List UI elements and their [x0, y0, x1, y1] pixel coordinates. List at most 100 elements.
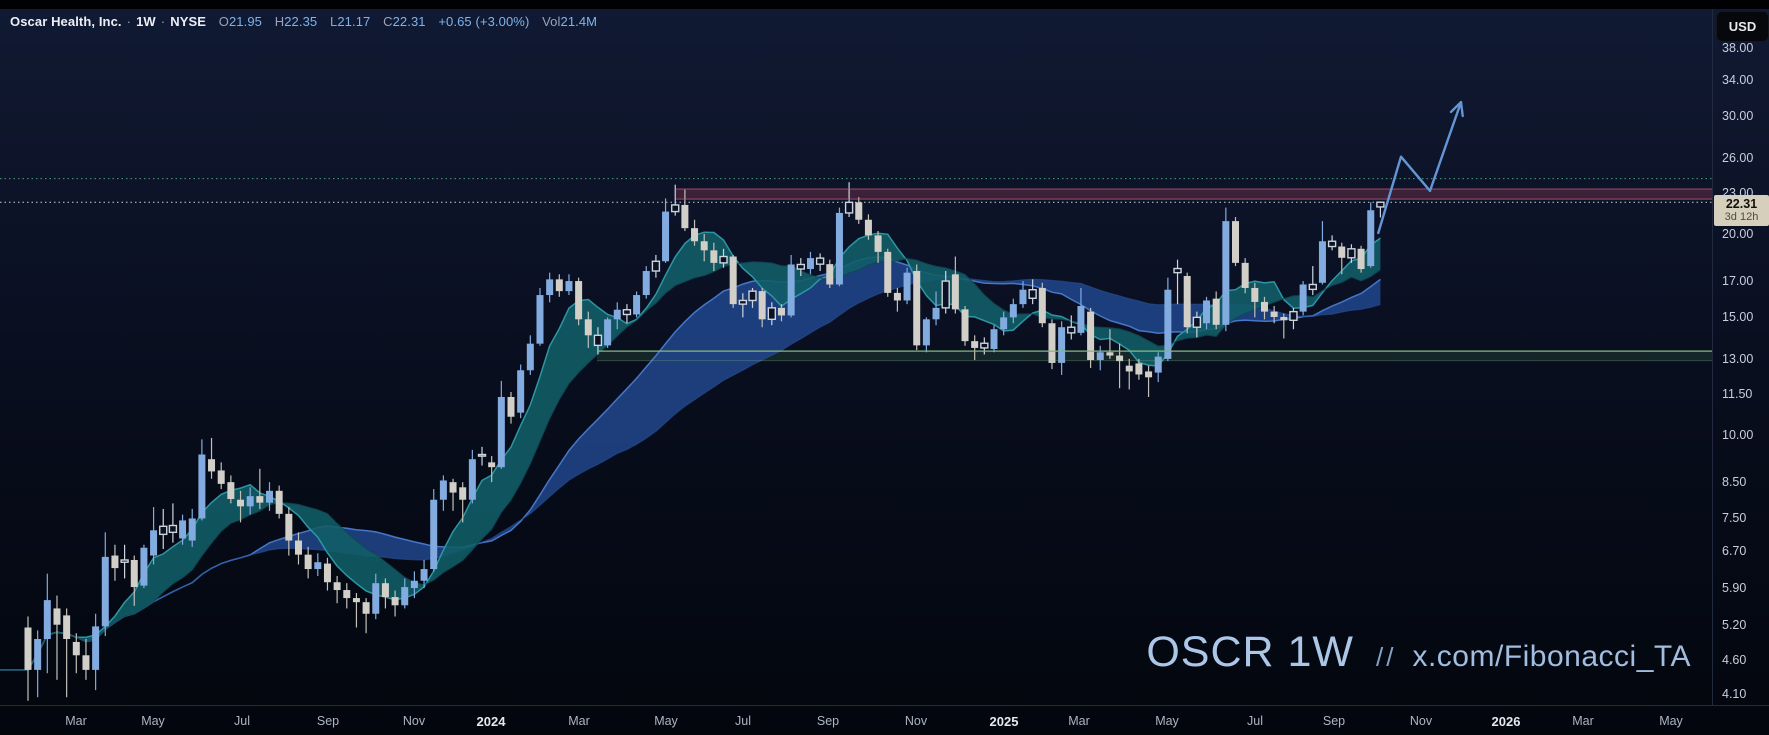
candle-body: [980, 342, 989, 349]
candle-body: [1009, 304, 1017, 318]
candle-body: [855, 202, 863, 220]
candle-body: [1028, 289, 1037, 299]
candle-body: [651, 260, 661, 272]
candle-body: [1251, 287, 1259, 302]
time-axis[interactable]: Mar May Jul Sep Nov 2024 Mar May Jul Sep Nov 2025 Ma…: [0, 705, 1769, 735]
candle-body: [1058, 327, 1066, 363]
time-tick: Mar: [1068, 714, 1090, 728]
symbol-name[interactable]: Oscar Health, Inc.: [10, 14, 122, 29]
candle-body: [53, 608, 61, 625]
exchange-label[interactable]: NYSE: [170, 14, 207, 29]
close-value: 22.31: [392, 14, 426, 29]
candle-body: [1183, 275, 1191, 328]
price-tick: 34.00: [1722, 72, 1754, 87]
candle-body: [430, 499, 438, 570]
candle-body: [449, 482, 457, 493]
time-tick: Mar: [65, 714, 87, 728]
candle-body: [835, 212, 843, 285]
candle-body: [1038, 287, 1046, 324]
projection-arrow[interactable]: [1376, 101, 1463, 235]
candle-body: [526, 343, 534, 371]
candle-body: [1347, 248, 1356, 259]
candle-body: [815, 257, 825, 265]
price-tick: 15.00: [1722, 310, 1754, 325]
candle-body: [101, 556, 109, 627]
candle-body: [796, 263, 805, 270]
candle-body: [1357, 248, 1365, 270]
candle-body: [323, 563, 331, 583]
time-tick: Nov: [402, 714, 426, 728]
currency-button[interactable]: USD: [1716, 11, 1769, 42]
price-tick: 10.00: [1722, 428, 1754, 442]
candle-body: [1173, 267, 1182, 274]
price-tick: 23.00: [1722, 186, 1754, 201]
candle-body: [662, 211, 670, 262]
time-tick: Nov: [904, 714, 928, 728]
interval-label[interactable]: 1W: [136, 14, 156, 29]
time-tick: Jul: [735, 714, 751, 728]
candle-body: [63, 615, 71, 640]
candle-body: [604, 319, 612, 346]
candle-body: [24, 627, 32, 670]
candle-body: [227, 482, 235, 500]
candle-body: [546, 279, 554, 296]
watermark-handle: x.com/Fibonacci_TA: [1412, 640, 1691, 673]
arrow-head: [1459, 100, 1464, 118]
high-value: 22.35: [284, 14, 318, 29]
candle-body: [1280, 316, 1288, 321]
candle-body: [971, 341, 979, 348]
price-tick: 11.50: [1722, 387, 1753, 402]
price-tick: 5.20: [1722, 617, 1747, 632]
time-tick: Mar: [1572, 714, 1594, 728]
candle-body: [1135, 363, 1143, 375]
candle-body: [1212, 298, 1220, 325]
candle-body: [806, 258, 814, 270]
candle-body: [1087, 311, 1095, 361]
candle-body: [372, 583, 380, 614]
price-tick: 30.00: [1722, 109, 1754, 124]
legend-separator: ·: [126, 14, 132, 29]
time-tick: 2025: [989, 714, 1019, 729]
candle-body: [1125, 365, 1133, 372]
candle-body: [671, 204, 680, 213]
candle-body: [343, 590, 351, 599]
price-axis[interactable]: 22.31 3d 12h 38.00 34.00 30.00 26.00 23.00 20…: [1712, 9, 1769, 705]
candle-body: [1048, 323, 1056, 363]
open-label: O: [218, 14, 229, 29]
candle-body: [179, 520, 187, 539]
time-tick: Sep: [816, 714, 840, 728]
candle-body: [536, 295, 544, 344]
candle-body: [333, 582, 341, 591]
candle-body: [990, 329, 998, 350]
candle-body: [1192, 316, 1202, 328]
low-value: 21.17: [337, 14, 371, 29]
candle-body: [555, 279, 563, 292]
candle-body: [1164, 289, 1172, 359]
candle-body: [34, 639, 42, 670]
watermark-separator: //: [1376, 642, 1397, 672]
arrow-head: [1449, 100, 1463, 114]
candle-body: [575, 281, 583, 320]
candle-body: [140, 547, 148, 586]
candle-body: [217, 470, 225, 484]
top-bar: [0, 0, 1769, 10]
candle-body: [874, 235, 882, 252]
price-badge: 22.31 3d 12h: [1714, 195, 1769, 226]
candle-body: [1338, 246, 1346, 258]
candle-body: [468, 459, 476, 500]
candle-body: [256, 496, 264, 503]
candle-body: [381, 583, 389, 598]
candle-body: [391, 597, 399, 606]
price-tick: 13.00: [1722, 351, 1754, 366]
candle-body: [622, 309, 632, 316]
candle-body: [314, 562, 322, 570]
candle-body: [266, 490, 273, 503]
time-tick: Jul: [1247, 714, 1263, 728]
candle-body: [1270, 311, 1278, 317]
candle-body: [168, 524, 178, 534]
time-tick: May: [1155, 714, 1179, 728]
time-tick: Nov: [1409, 714, 1433, 728]
watermark: OSCR 1W // x.com/Fibonacci_TA: [1146, 628, 1691, 677]
